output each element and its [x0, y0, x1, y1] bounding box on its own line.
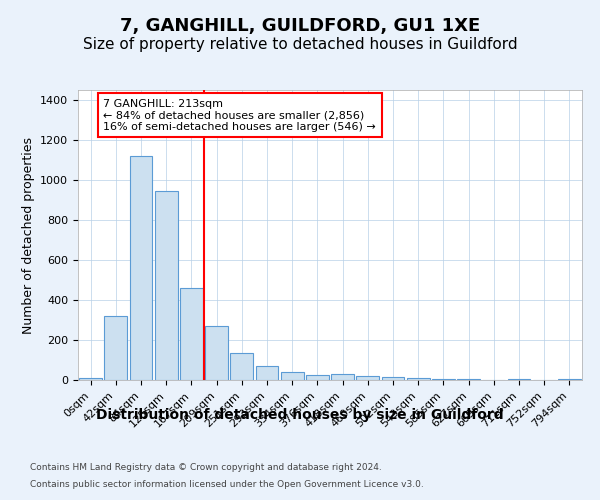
- Text: Contains public sector information licensed under the Open Government Licence v3: Contains public sector information licen…: [30, 480, 424, 489]
- Text: Size of property relative to detached houses in Guildford: Size of property relative to detached ho…: [83, 38, 517, 52]
- Bar: [130, 156, 152, 380]
- Bar: [281, 372, 304, 380]
- Bar: [356, 376, 379, 380]
- Bar: [104, 316, 127, 380]
- Bar: [432, 379, 455, 380]
- Bar: [457, 379, 480, 380]
- Bar: [155, 191, 178, 380]
- Bar: [331, 374, 354, 380]
- Y-axis label: Number of detached properties: Number of detached properties: [22, 136, 35, 334]
- Text: 7 GANGHILL: 213sqm
← 84% of detached houses are smaller (2,856)
16% of semi-deta: 7 GANGHILL: 213sqm ← 84% of detached hou…: [103, 98, 376, 132]
- Bar: [306, 375, 329, 380]
- Bar: [79, 378, 102, 380]
- Bar: [558, 379, 581, 380]
- Bar: [205, 326, 228, 380]
- Bar: [508, 379, 530, 380]
- Text: 7, GANGHILL, GUILDFORD, GU1 1XE: 7, GANGHILL, GUILDFORD, GU1 1XE: [120, 18, 480, 36]
- Text: Distribution of detached houses by size in Guildford: Distribution of detached houses by size …: [96, 408, 504, 422]
- Bar: [256, 366, 278, 380]
- Bar: [180, 288, 203, 380]
- Bar: [407, 378, 430, 380]
- Bar: [382, 377, 404, 380]
- Text: Contains HM Land Registry data © Crown copyright and database right 2024.: Contains HM Land Registry data © Crown c…: [30, 462, 382, 471]
- Bar: [230, 353, 253, 380]
